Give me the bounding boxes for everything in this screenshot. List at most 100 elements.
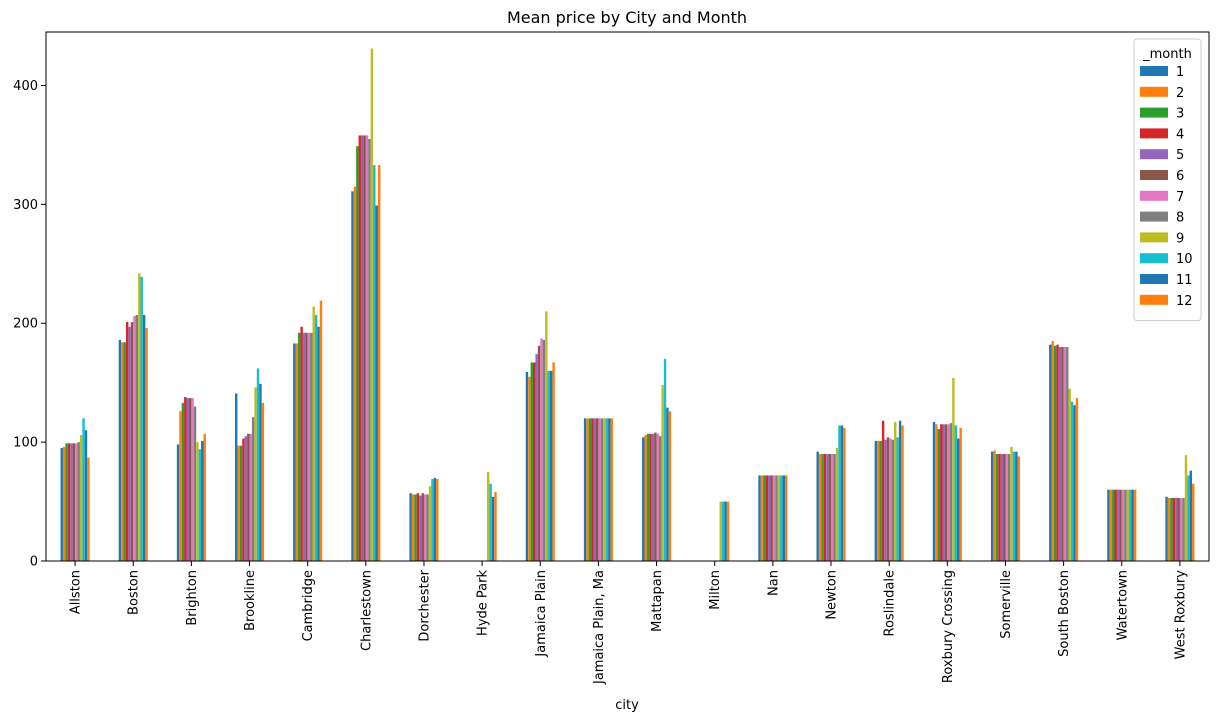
bar-cambridge-month-5 — [302, 332, 306, 561]
bar-newton-month-7 — [831, 454, 834, 561]
bar-south-boston-month-10 — [1070, 401, 1074, 561]
bar-roslindale-month-9 — [894, 421, 897, 561]
bar-dorchester-month-9 — [428, 486, 432, 561]
x-tick-label: Jamaica Plain — [534, 570, 549, 658]
bar-brighton-month-9 — [196, 442, 199, 561]
bar-brookline-month-11 — [259, 383, 262, 561]
bar-jamaica-plain-month-10 — [547, 370, 550, 561]
bar-nan-month-3 — [763, 475, 766, 561]
x-tick-label: Roxbury Crossing — [941, 570, 956, 683]
bar-roslindale-month-1 — [874, 440, 878, 561]
bar-south-boston-month-9 — [1068, 388, 1071, 561]
bar-south-boston-month-2 — [1051, 341, 1054, 561]
bar-west-roxbury-month-9 — [1184, 455, 1188, 561]
x-axis-label: city — [615, 698, 639, 713]
bar-milton-month-12 — [726, 501, 730, 561]
bar-mattapan-month-1 — [642, 437, 645, 561]
bar-boston-month-6 — [130, 322, 134, 561]
bar-mattapan-month-12 — [668, 411, 672, 561]
bar-roslindale-month-2 — [877, 440, 880, 561]
bar-roslindale-month-12 — [901, 425, 904, 561]
bar-mattapan-month-5 — [651, 433, 655, 561]
bar-dorchester-month-10 — [431, 478, 434, 561]
bar-watertown-month-9 — [1126, 489, 1130, 561]
bar-south-boston-month-12 — [1075, 398, 1079, 561]
bar-jamaica-plain-month-2 — [528, 376, 531, 561]
bar-somerville-month-6 — [1003, 454, 1006, 561]
bar-cambridge-month-8 — [310, 332, 313, 561]
bar-charlestown-month-9 — [370, 48, 374, 561]
bar-dorchester-month-6 — [421, 493, 424, 561]
bar-south-boston-month-7 — [1063, 347, 1067, 561]
bar-mattapan-month-6 — [654, 432, 657, 561]
legend-label: 12 — [1176, 294, 1193, 309]
bar-charlestown-month-10 — [373, 165, 376, 561]
bar-charlestown-month-12 — [377, 165, 381, 561]
bar-charlestown-month-6 — [363, 135, 366, 562]
legend-label: 5 — [1176, 148, 1184, 163]
bar-south-boston-month-11 — [1073, 405, 1076, 561]
legend-swatch — [1140, 294, 1168, 305]
bar-jamaica-plain-ma-month-12 — [610, 418, 613, 561]
bar-roxbury-crossing-month-3 — [937, 429, 941, 561]
bar-charlestown-month-8 — [368, 138, 371, 562]
bar-roslindale-month-6 — [886, 437, 890, 561]
bar-newton-month-12 — [843, 427, 846, 561]
bar-mattapan-month-2 — [644, 434, 647, 561]
legend-swatch — [1140, 190, 1168, 201]
bar-somerville-month-1 — [990, 451, 994, 561]
bar-milton-month-9 — [719, 501, 722, 561]
chart-title: Mean price by City and Month — [507, 8, 747, 27]
bar-charlestown-month-7 — [365, 135, 369, 562]
bar-brookline-month-5 — [244, 436, 248, 561]
x-tick-label: Roslindale — [883, 570, 898, 636]
legend-label: 9 — [1176, 231, 1184, 246]
legend-label: 2 — [1176, 86, 1184, 101]
legend-label: 8 — [1176, 211, 1184, 226]
bar-west-roxbury-month-4 — [1172, 498, 1176, 561]
y-tick-label: 100 — [13, 436, 38, 451]
y-tick-label: 400 — [13, 79, 38, 94]
bar-brookline-month-4 — [242, 438, 245, 561]
bar-roxbury-crossing-month-12 — [959, 427, 962, 561]
bars-layer — [60, 48, 1195, 562]
legend-swatch — [1140, 232, 1168, 243]
bar-jamaica-plain-month-12 — [552, 362, 555, 561]
bar-mattapan-month-4 — [649, 433, 652, 561]
bar-nan-month-10 — [780, 475, 783, 561]
bar-charlestown-month-1 — [351, 191, 354, 562]
bar-newton-month-4 — [823, 454, 827, 561]
bar-charlestown-month-4 — [358, 135, 361, 562]
bar-cambridge-month-9 — [312, 306, 315, 561]
bar-jamaica-plain-month-6 — [537, 345, 541, 561]
bar-newton-month-5 — [826, 454, 829, 561]
x-tick-label: Mattapan — [650, 570, 665, 632]
bar-newton-month-10 — [838, 425, 841, 561]
bar-newton-month-6 — [828, 454, 832, 561]
bar-watertown-month-8 — [1124, 489, 1127, 561]
bar-milton-month-11 — [724, 501, 727, 561]
bar-jamaica-plain-ma-month-10 — [605, 418, 609, 561]
bar-jamaica-plain-ma-month-2 — [586, 418, 589, 561]
bar-watertown-month-12 — [1133, 489, 1137, 561]
bar-somerville-month-4 — [998, 454, 1001, 561]
bar-south-boston-month-6 — [1061, 347, 1064, 561]
bar-charlestown-month-2 — [353, 186, 357, 562]
bar-milton-month-10 — [721, 501, 725, 561]
bar-boston-month-3 — [123, 342, 126, 561]
bar-dorchester-month-11 — [433, 477, 437, 561]
bar-brighton-month-10 — [198, 449, 202, 561]
bar-nan-month-12 — [784, 475, 788, 561]
bar-newton-month-2 — [818, 454, 822, 561]
bar-brighton-month-11 — [201, 440, 204, 561]
x-tick-label: Cambridge — [301, 570, 316, 641]
bar-watertown-month-6 — [1119, 489, 1122, 561]
bar-jamaica-plain-month-1 — [525, 371, 529, 561]
bar-jamaica-plain-ma-month-6 — [596, 418, 599, 561]
bar-boston-month-5 — [128, 326, 131, 561]
bar-somerville-month-12 — [1017, 456, 1021, 561]
bar-jamaica-plain-month-4 — [533, 362, 536, 561]
bar-cambridge-month-3 — [297, 332, 301, 561]
bar-jamaica-plain-month-5 — [535, 354, 538, 561]
